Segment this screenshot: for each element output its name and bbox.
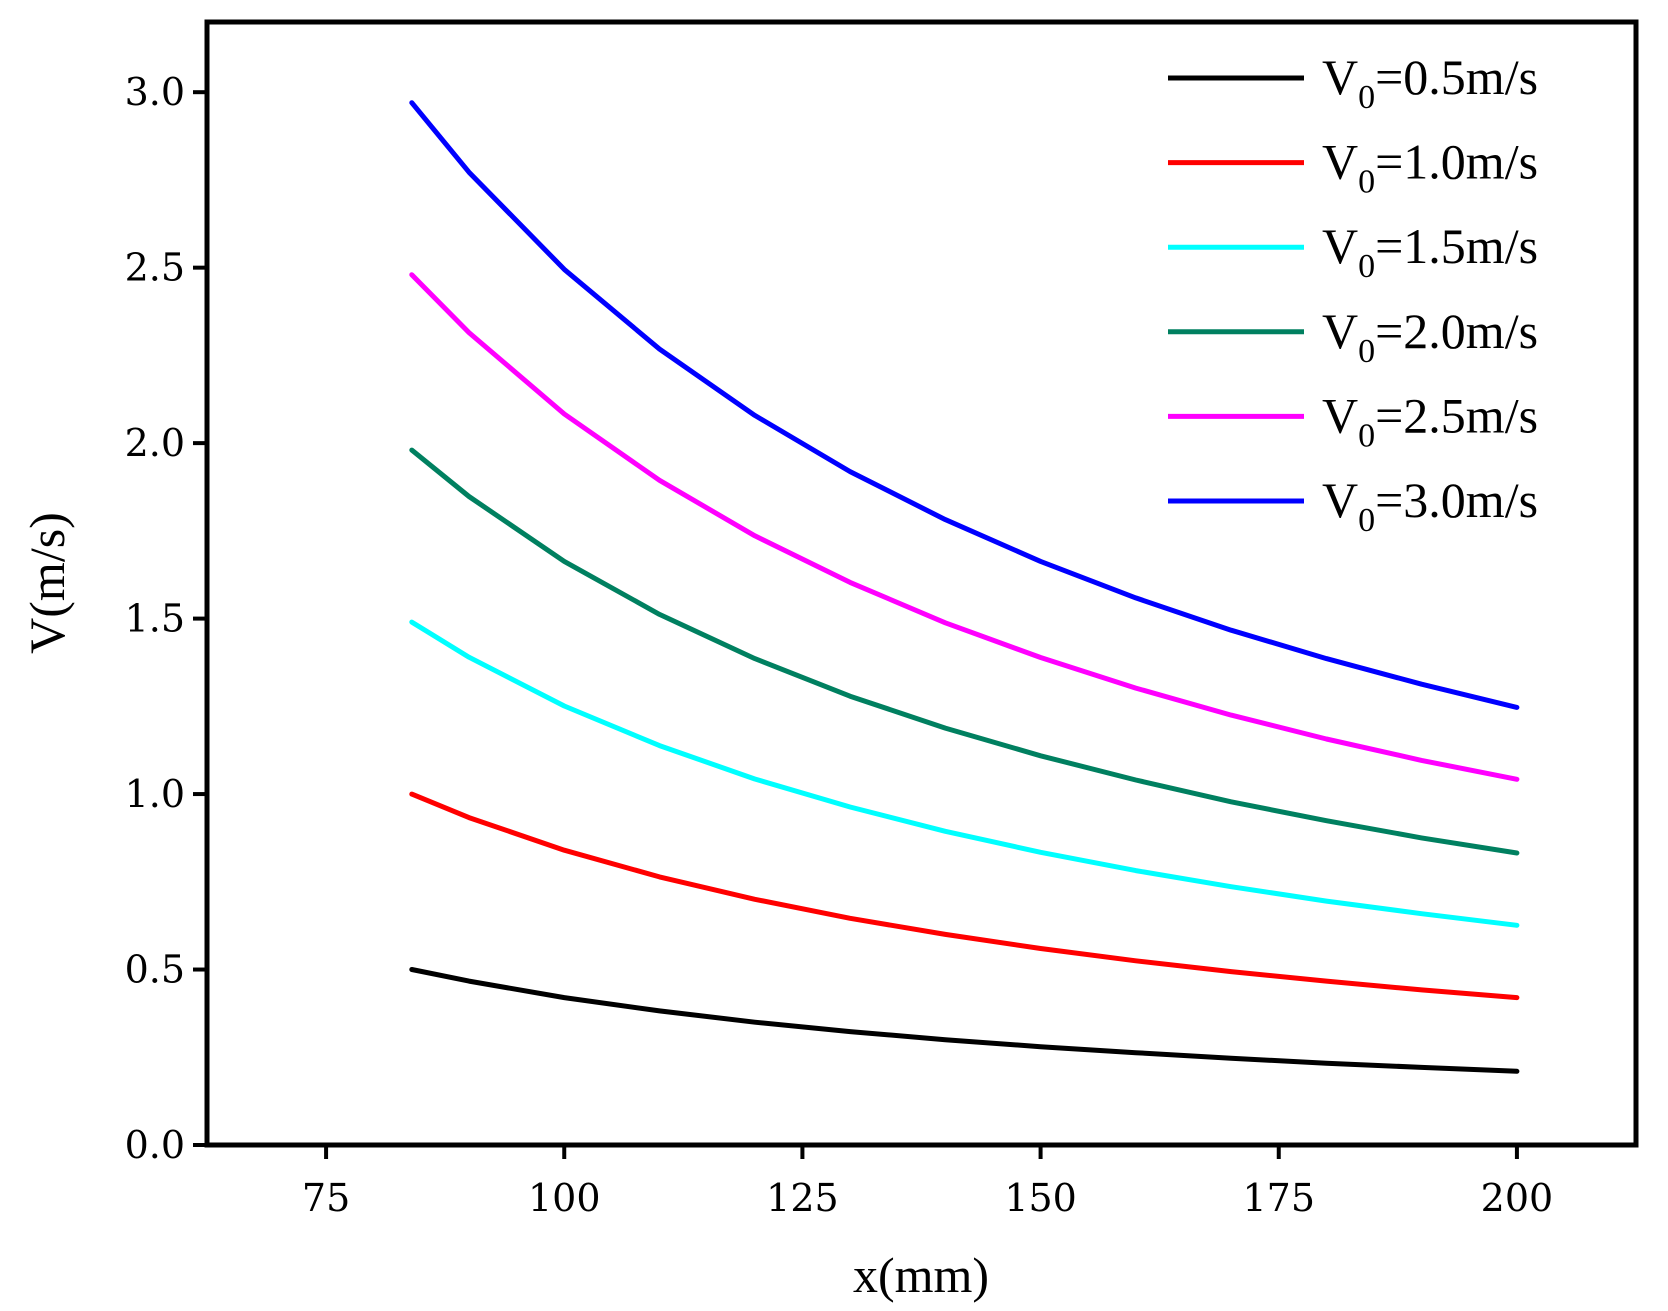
series-line-1 — [409, 967, 1520, 1074]
x-tick-label: 100 — [528, 1176, 601, 1220]
x-axis-title: x(mm) — [853, 1247, 989, 1303]
x-tick-label: 125 — [766, 1176, 839, 1220]
x-tick-label: 175 — [1242, 1176, 1315, 1220]
legend-label-3: V0=1.5m/s — [1322, 218, 1538, 285]
series-line-6 — [409, 100, 1520, 710]
series-line-2 — [409, 791, 1520, 1001]
y-tick-label: 1.5 — [125, 597, 185, 641]
legend-label-5: V0=2.5m/s — [1322, 387, 1538, 454]
legend-label-2: V0=1.0m/s — [1322, 134, 1538, 201]
legend-label-4: V0=2.0m/s — [1322, 303, 1538, 370]
y-tick-label: 3.0 — [125, 70, 185, 114]
x-tick-label: 150 — [1004, 1176, 1077, 1220]
series-line-3 — [409, 619, 1520, 928]
y-axis-title: V(m/s) — [19, 512, 75, 654]
series-line-5 — [409, 272, 1520, 782]
x-tick-label: 200 — [1481, 1176, 1554, 1220]
plot-frame — [204, 19, 1639, 1148]
plot-lines — [409, 100, 1520, 1074]
y-tick-label: 2.0 — [125, 421, 185, 465]
y-tick-label: 1.0 — [125, 772, 185, 816]
y-tick-label: 0.5 — [125, 948, 185, 992]
y-axis: 0.0 0.5 1.0 1.5 2.0 2.5 3.0 — [125, 70, 207, 1167]
x-axis: 75 100 125 150 175 200 — [302, 1145, 1553, 1220]
x-tick-label: 75 — [302, 1176, 350, 1220]
series-line-4 — [409, 447, 1520, 856]
y-tick-label: 2.5 — [125, 246, 185, 290]
legend-label-6: V0=3.0m/s — [1322, 472, 1538, 539]
y-tick-label: 0.0 — [125, 1123, 185, 1167]
legend-label-1: V0=0.5m/s — [1322, 49, 1538, 116]
legend: V0=0.5m/s V0=1.0m/s V0=1.5m/s V0=2.0m/s V0=2… — [1168, 49, 1538, 539]
